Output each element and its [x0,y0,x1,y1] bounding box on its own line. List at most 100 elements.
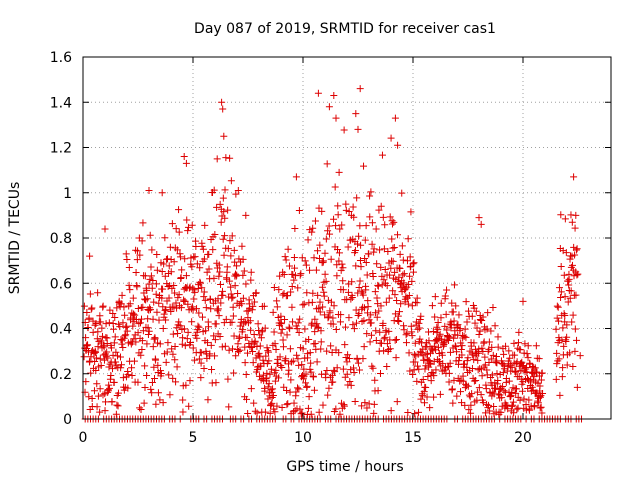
data-point [230,332,238,340]
data-point [429,327,437,335]
data-point [179,396,187,404]
data-point [408,332,416,340]
data-point [356,277,364,285]
data-point [231,258,239,266]
data-point [404,300,412,308]
data-point [194,322,202,330]
data-point [565,275,573,283]
data-point [261,324,269,332]
data-point [478,372,486,380]
data-point [126,286,134,294]
data-point [176,322,184,330]
data-point [161,234,169,242]
data-point [311,328,319,336]
data-point [242,280,250,288]
data-point [182,272,190,280]
data-point [293,351,301,359]
data-point [505,377,513,385]
data-point [367,311,375,319]
data-point [393,297,401,305]
data-point [201,221,209,229]
data-point [555,317,563,325]
data-point [446,359,454,367]
data-point [443,326,451,334]
data-point [514,339,522,347]
data-point [292,388,300,396]
data-point-outlier [218,98,226,106]
data-point [247,268,255,276]
data-point [344,351,352,359]
data-point [122,331,130,339]
data-point [360,162,368,170]
data-point [243,334,251,342]
data-point [173,363,181,371]
data-point [359,355,367,363]
data-point [111,333,119,341]
data-point [377,263,385,271]
data-point [171,356,179,364]
data-point [153,250,161,258]
data-point [378,151,386,159]
data-point [197,359,205,367]
data-point [355,284,363,292]
data-point [128,364,136,372]
data-point [452,302,460,310]
data-point [318,207,326,215]
data-point [498,394,506,402]
data-point [207,305,215,313]
data-point [264,348,272,356]
data-point [279,291,287,299]
data-point [236,346,244,354]
data-point [568,261,576,269]
data-point [122,323,130,331]
data-point [445,337,453,345]
data-point [269,392,277,400]
data-point [451,342,459,350]
data-point [222,154,230,162]
data-point [92,366,100,374]
data-point [215,312,223,320]
data-point [321,311,329,319]
data-point [486,407,494,415]
data-point [487,327,495,335]
data-point [450,376,458,384]
data-point [174,294,182,302]
data-point [320,288,328,296]
data-point [223,263,231,271]
data-point [271,340,279,348]
data-point [195,309,203,317]
data-point [508,363,516,371]
data-point [313,320,321,328]
data-point [325,384,333,392]
data-point [562,249,570,257]
data-point [172,299,180,307]
data-point [508,401,516,409]
data-point [92,354,100,362]
data-point [188,263,196,271]
data-point [190,295,198,303]
data-point [410,366,418,374]
data-point [326,309,334,317]
data-point [80,353,88,361]
data-point [150,298,158,306]
data-point [520,395,528,403]
data-point [436,330,444,338]
y-tick-label: 0.6 [50,276,72,292]
data-point [116,323,124,331]
data-point [443,286,451,294]
data-point [317,327,325,335]
data-point [139,219,147,227]
data-point-outlier [182,159,190,167]
data-point [463,363,471,371]
data-point [257,334,265,342]
data-point [301,257,309,265]
data-point [573,336,581,344]
data-point [198,242,206,250]
data-point [87,353,95,361]
data-point [390,244,398,252]
data-point [184,223,192,231]
data-point [244,349,252,357]
data-point [504,405,512,413]
data-point [295,207,303,215]
data-point [383,282,391,290]
